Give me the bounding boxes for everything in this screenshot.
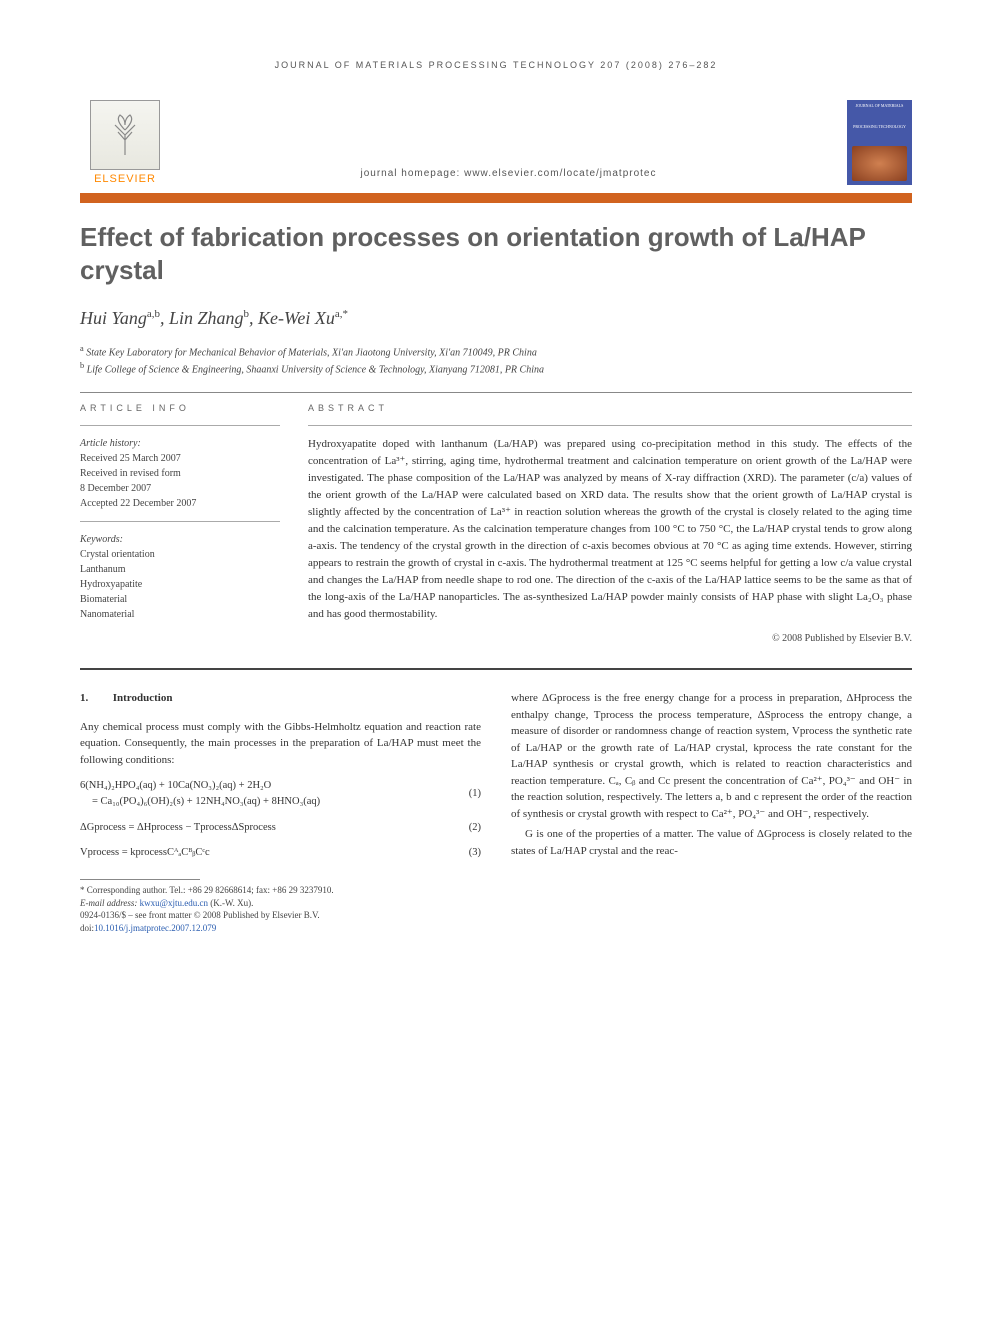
keywords-block: Keywords: Crystal orientationLanthanumHy… <box>80 532 280 622</box>
info-divider-2 <box>80 521 280 522</box>
running-head: JOURNAL OF MATERIALS PROCESSING TECHNOLO… <box>80 60 912 70</box>
abstract-column: ABSTRACT Hydroxyapatite doped with lanth… <box>308 403 912 645</box>
section-title: Introduction <box>113 692 173 704</box>
footnote-separator <box>80 879 200 880</box>
affiliation-line: b Life College of Science & Engineering,… <box>80 360 912 377</box>
article-info-column: ARTICLE INFO Article history: Received 2… <box>80 403 280 645</box>
cover-image-icon <box>852 146 907 181</box>
keyword-line: Crystal orientation <box>80 547 280 562</box>
equation-1: 6(NH₄)₂HPO₄(aq) + 10Ca(NO₃)₂(aq) + 2H₂O … <box>80 778 481 810</box>
rule-body-top <box>80 668 912 670</box>
eq3-body: Vprocess = kprocessCᴬₐCᴮᵦCᶜc <box>80 845 456 861</box>
eq1-line2: = Ca₁₀(PO₄)₆(OH)₂(s) + 12NH₄NO₃(aq) + 8H… <box>80 794 456 810</box>
history-title: Article history: <box>80 436 280 451</box>
copyright-line: © 2008 Published by Elsevier B.V. <box>308 633 912 644</box>
body-col-right: where ΔGprocess is the free energy chang… <box>511 690 912 934</box>
info-divider-1 <box>80 425 280 426</box>
eq2-number: (2) <box>456 820 481 836</box>
eq3-number: (3) <box>456 845 481 861</box>
publisher-logo: ELSEVIER <box>80 100 170 185</box>
history-line: Received in revised form <box>80 466 280 481</box>
affiliation-line: a State Key Laboratory for Mechanical Be… <box>80 343 912 360</box>
article-title: Effect of fabrication processes on orien… <box>80 221 912 286</box>
col2-para-2: G is one of the properties of a matter. … <box>511 826 912 859</box>
email-link[interactable]: kwxu@xjtu.edu.cn <box>140 898 208 908</box>
body-columns: 1. Introduction Any chemical process mus… <box>80 690 912 934</box>
intro-para-1: Any chemical process must comply with th… <box>80 719 481 769</box>
publisher-name: ELSEVIER <box>94 173 156 185</box>
eq2-body: ΔGprocess = ΔHprocess − TprocessΔSproces… <box>80 820 456 836</box>
col2-para-1: where ΔGprocess is the free energy chang… <box>511 690 912 822</box>
keyword-line: Biomaterial <box>80 592 280 607</box>
accent-bar <box>80 193 912 203</box>
corr-author-line: * Corresponding author. Tel.: +86 29 826… <box>80 884 481 897</box>
history-line: Accepted 22 December 2007 <box>80 496 280 511</box>
doi-line: doi:10.1016/j.jmatprotec.2007.12.079 <box>80 922 481 935</box>
email-suffix: (K.-W. Xu). <box>210 898 253 908</box>
section-1-heading: 1. Introduction <box>80 690 481 707</box>
eq1-line1: 6(NH₄)₂HPO₄(aq) + 10Ca(NO₃)₂(aq) + 2H₂O <box>80 778 456 794</box>
keyword-line: Lanthanum <box>80 562 280 577</box>
abstract-label: ABSTRACT <box>308 403 912 413</box>
abstract-text: Hydroxyapatite doped with lanthanum (La/… <box>308 436 912 624</box>
section-num: 1. <box>80 690 110 707</box>
keyword-line: Hydroxyapatite <box>80 577 280 592</box>
abstract-divider <box>308 425 912 426</box>
article-history: Article history: Received 25 March 2007R… <box>80 436 280 511</box>
elsevier-tree-icon <box>90 100 160 170</box>
keywords-title: Keywords: <box>80 532 280 547</box>
email-label: E-mail address: <box>80 898 137 908</box>
journal-cover-thumbnail: JOURNAL OF MATERIALS PROCESSING TECHNOLO… <box>847 100 912 185</box>
equation-2: ΔGprocess = ΔHprocess − TprocessΔSproces… <box>80 820 481 836</box>
keyword-line: Nanomaterial <box>80 607 280 622</box>
equation-3: Vprocess = kprocessCᴬₐCᴮᵦCᶜc (3) <box>80 845 481 861</box>
email-line: E-mail address: kwxu@xjtu.edu.cn (K.-W. … <box>80 897 481 910</box>
footnote-block: * Corresponding author. Tel.: +86 29 826… <box>80 884 481 934</box>
rule-top <box>80 392 912 393</box>
affiliations: a State Key Laboratory for Mechanical Be… <box>80 343 912 378</box>
body-col-left: 1. Introduction Any chemical process mus… <box>80 690 481 934</box>
doi-link[interactable]: 10.1016/j.jmatprotec.2007.12.079 <box>94 923 216 933</box>
header-row: ELSEVIER journal homepage: www.elsevier.… <box>80 100 912 185</box>
cover-title-2: PROCESSING TECHNOLOGY <box>853 125 906 130</box>
cover-title-1: JOURNAL OF MATERIALS <box>856 104 904 109</box>
info-abstract-row: ARTICLE INFO Article history: Received 2… <box>80 403 912 645</box>
history-line: Received 25 March 2007 <box>80 451 280 466</box>
issn-line: 0924-0136/$ – see front matter © 2008 Pu… <box>80 909 481 922</box>
doi-label: doi: <box>80 923 94 933</box>
journal-homepage: journal homepage: www.elsevier.com/locat… <box>170 168 847 185</box>
history-line: 8 December 2007 <box>80 481 280 496</box>
article-info-label: ARTICLE INFO <box>80 403 280 413</box>
eq1-number: (1) <box>456 786 481 802</box>
authors: Hui Yanga,b, Lin Zhangb, Ke-Wei Xua,* <box>80 308 912 329</box>
